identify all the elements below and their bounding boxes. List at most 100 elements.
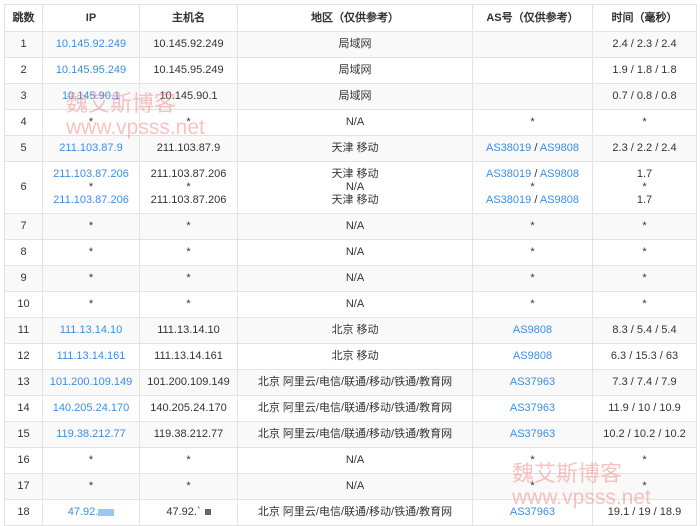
region-cell: 局域网 (237, 83, 473, 110)
hop-cell: 6 (4, 161, 43, 214)
as-cell (472, 83, 593, 110)
as-link[interactable]: AS38019 (486, 194, 532, 206)
hostname-cell: 10.145.90.1 (139, 83, 238, 110)
ip-cell: 111.13.14.161 (42, 343, 140, 370)
region-text: N/A (345, 454, 365, 466)
ip-link[interactable]: 211.103.87.206 (53, 194, 129, 206)
as-link[interactable]: AS9808 (512, 350, 553, 362)
hostname-text: 111.13.14.10 (157, 324, 220, 336)
time-cell: * (592, 239, 697, 266)
ip-link[interactable]: 47.92. (67, 506, 99, 518)
region-cell: N/A (237, 109, 473, 136)
hostname-cell: 10.145.95.249 (139, 57, 238, 84)
hop-cell: 13 (4, 369, 43, 396)
as-link[interactable]: AS37963 (509, 428, 556, 440)
hop-cell: 7 (4, 213, 43, 240)
time-cell: * (592, 265, 697, 292)
as-cell: * (472, 109, 593, 136)
table-header: 跳数 IP 主机名 地区（仅供参考） AS号（仅供参考） 时间（毫秒） (4, 4, 697, 32)
hostname-cell: 10.145.92.249 (139, 31, 238, 58)
ip-link[interactable]: 119.38.212.77 (56, 428, 126, 440)
ip-cell: * (42, 109, 140, 136)
ip-link[interactable]: 101.200.109.149 (49, 376, 133, 388)
ip-link[interactable]: 10.145.90.1 (61, 90, 121, 102)
hostname-text: 101.200.109.149 (147, 376, 230, 388)
as-link[interactable]: AS9808 (512, 324, 553, 336)
time-text: * (642, 454, 647, 466)
ip-cell: * (42, 291, 140, 318)
ip-link[interactable]: 140.205.24.170 (52, 402, 130, 414)
region-text: N/A (345, 246, 365, 258)
hop-number: 2 (20, 64, 27, 76)
region-text: N/A (345, 480, 365, 492)
ip-link[interactable]: 111.13.14.161 (56, 350, 126, 362)
time-text: 2.4 / 2.3 / 2.4 (612, 38, 677, 50)
hostname-cell: 111.13.14.161 (139, 343, 238, 370)
hostname-text: 10.145.95.249 (153, 64, 224, 76)
hop-number: 15 (17, 428, 30, 440)
hostname-text: 211.103.87.206 (150, 168, 227, 180)
redacted-mark (98, 508, 115, 516)
region-cell: 北京 移动 (237, 343, 473, 370)
time-text: * (642, 246, 647, 258)
ip-cell: * (42, 447, 140, 474)
as-link[interactable]: AS38019 (486, 168, 532, 180)
table-row: 4 * * N/A * * (4, 109, 697, 136)
time-text: 0.7 / 0.8 / 0.8 (612, 90, 677, 102)
as-link[interactable]: AS37963 (509, 376, 556, 388)
hostname-text: * (186, 298, 191, 310)
as-link[interactable]: AS38019 (486, 142, 532, 154)
time-cell: 2.3 / 2.2 / 2.4 (592, 135, 697, 162)
hop-cell: 3 (4, 83, 43, 110)
hostname-cell: * (139, 291, 238, 318)
time-cell: * (592, 473, 697, 500)
as-link[interactable]: AS37963 (509, 402, 556, 414)
as-cell: * (472, 473, 593, 500)
hop-cell: 9 (4, 265, 43, 292)
ip-link[interactable]: 211.103.87.206 (53, 168, 129, 180)
ip-link[interactable]: 10.145.95.249 (55, 64, 127, 76)
region-text: 北京 阿里云/电信/联通/移动/铁通/教育网 (257, 428, 453, 440)
as-link[interactable]: AS9808 (539, 142, 579, 154)
traceroute-table: 跳数 IP 主机名 地区（仅供参考） AS号（仅供参考） 时间（毫秒） 1 10.… (4, 4, 697, 526)
ip-text: * (88, 454, 94, 466)
as-text: * (530, 480, 535, 492)
hop-number: 12 (17, 350, 30, 362)
hostname-cell: * (139, 239, 238, 266)
region-cell: N/A (237, 239, 473, 266)
as-cell: AS37963 (472, 395, 593, 422)
region-cell: 天津 移动 (237, 135, 473, 162)
table-row: 9 * * N/A * * (4, 265, 697, 292)
hostname-cell: 140.205.24.170 (139, 395, 238, 422)
region-cell: 局域网 (237, 57, 473, 84)
time-cell: * (592, 109, 697, 136)
ip-link[interactable]: 111.13.14.10 (59, 324, 123, 336)
time-cell: 10.2 / 10.2 / 10.2 (592, 421, 697, 448)
table-row: 11 111.13.14.10 111.13.14.10 北京 移动 AS9808 8.3… (4, 317, 697, 344)
ip-cell: * (42, 265, 140, 292)
as-link[interactable]: AS9808 (539, 194, 579, 206)
ip-cell: 10.145.95.249 (42, 57, 140, 84)
hop-cell: 5 (4, 135, 43, 162)
hop-number: 13 (17, 376, 30, 388)
time-text: 7.3 / 7.4 / 7.9 (612, 376, 677, 388)
time-text: 19.1 / 19 / 18.9 (607, 506, 682, 518)
as-cell: AS9808 (472, 317, 593, 344)
hop-cell: 18 (4, 499, 43, 526)
time-cell: 7.3 / 7.4 / 7.9 (592, 369, 697, 396)
time-text: * (642, 480, 647, 492)
hostname-text: * (186, 246, 191, 258)
table-row: 6 211.103.87.206 * 211.103.87.206 211.103.87… (4, 161, 697, 214)
as-link[interactable]: AS9808 (539, 168, 579, 180)
region-cell: 北京 阿里云/电信/联通/移动/铁通/教育网 (237, 369, 473, 396)
region-text: 天津 移动 (331, 168, 379, 180)
ip-link[interactable]: 10.145.92.249 (55, 38, 127, 50)
as-cell: * (472, 265, 593, 292)
as-cell: AS37963 (472, 421, 593, 448)
hop-cell: 17 (4, 473, 43, 500)
hostname-cell: 101.200.109.149 (139, 369, 238, 396)
hop-cell: 10 (4, 291, 43, 318)
as-link[interactable]: AS37963 (509, 506, 556, 518)
ip-link[interactable]: 211.103.87.9 (59, 142, 123, 154)
time-cell: 8.3 / 5.4 / 5.4 (592, 317, 697, 344)
